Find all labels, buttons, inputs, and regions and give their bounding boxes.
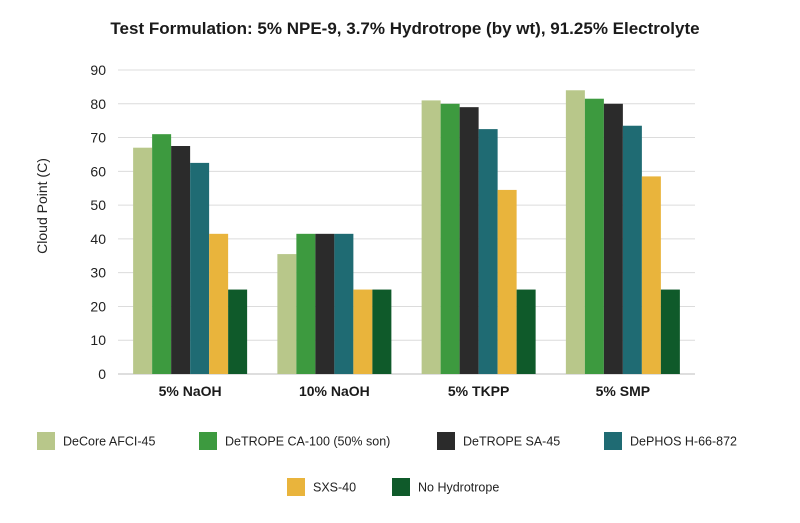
bar — [421, 100, 441, 375]
legend-label: DePHOS H-66-872 — [630, 435, 737, 449]
y-tick-label: 0 — [98, 366, 106, 382]
y-tick-label: 30 — [90, 265, 106, 281]
legend-item: SXS-40 — [287, 478, 356, 496]
bar — [372, 289, 392, 374]
bar — [133, 147, 153, 374]
legend-swatch — [199, 432, 217, 450]
chart-title: Test Formulation: 5% NPE-9, 3.7% Hydrotr… — [110, 19, 699, 38]
legend-label: No Hydrotrope — [418, 481, 499, 495]
y-tick-label: 80 — [90, 96, 106, 112]
legend-swatch — [287, 478, 305, 496]
legend-label: DeCore AFCI-45 — [63, 435, 155, 449]
bar — [228, 289, 248, 374]
legend-item: DeTROPE SA-45 — [437, 432, 560, 450]
bar — [478, 129, 498, 374]
bar — [459, 107, 479, 375]
bar — [565, 90, 585, 375]
bar — [152, 134, 172, 374]
x-tick-label: 5% NaOH — [159, 383, 222, 399]
legend-label: SXS-40 — [313, 481, 356, 495]
bar — [440, 103, 460, 375]
y-axis-ticks: 0 10 20 30 40 50 60 70 80 90 — [90, 62, 106, 382]
bar — [296, 233, 316, 374]
legend-swatch — [37, 432, 55, 450]
y-tick-label: 70 — [90, 130, 106, 146]
legend-swatch — [392, 478, 410, 496]
legend-item: DePHOS H-66-872 — [604, 432, 737, 450]
legend-swatch — [437, 432, 455, 450]
y-tick-label: 60 — [90, 163, 106, 179]
bar — [353, 289, 373, 374]
y-axis-label: Cloud Point (C) — [34, 158, 50, 254]
legend-swatch — [604, 432, 622, 450]
y-tick-label: 40 — [90, 231, 106, 247]
y-tick-label: 50 — [90, 197, 106, 213]
x-tick-label: 5% TKPP — [448, 383, 509, 399]
legend-label: DeTROPE SA-45 — [463, 435, 560, 449]
legend-label: DeTROPE CA-100 (50% son) — [225, 435, 390, 449]
legend-item: DeTROPE CA-100 (50% son) — [199, 432, 390, 450]
x-axis: 5% NaOH 10% NaOH 5% TKPP 5% SMP — [159, 383, 651, 399]
y-tick-label: 10 — [90, 332, 106, 348]
legend-item: No Hydrotrope — [392, 478, 499, 496]
legend-item: DeCore AFCI-45 — [37, 432, 155, 450]
bar — [516, 289, 536, 374]
x-tick-label: 5% SMP — [596, 383, 650, 399]
bar — [622, 125, 642, 374]
bar — [660, 289, 680, 374]
bar — [603, 103, 623, 375]
bar — [209, 233, 229, 374]
bar — [277, 254, 297, 374]
y-tick-label: 90 — [90, 62, 106, 78]
bars — [133, 90, 680, 375]
bar — [190, 162, 210, 374]
legend: DeCore AFCI-45 DeTROPE CA-100 (50% son) De… — [37, 432, 737, 496]
bar — [334, 233, 354, 374]
bar — [584, 98, 604, 374]
y-tick-label: 20 — [90, 298, 106, 314]
bar — [641, 176, 661, 374]
x-tick-label: 10% NaOH — [299, 383, 370, 399]
bar — [315, 233, 335, 374]
bar — [171, 146, 191, 374]
bar — [497, 189, 517, 374]
